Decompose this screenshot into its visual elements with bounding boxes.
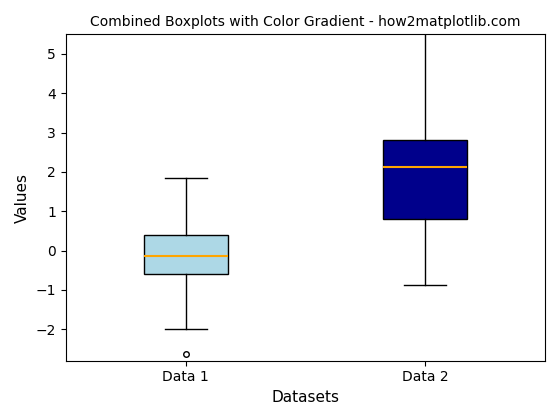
PathPatch shape bbox=[383, 140, 467, 220]
Y-axis label: Values: Values bbox=[15, 173, 30, 223]
X-axis label: Datasets: Datasets bbox=[272, 390, 339, 405]
PathPatch shape bbox=[144, 235, 227, 274]
Title: Combined Boxplots with Color Gradient - how2matplotlib.com: Combined Boxplots with Color Gradient - … bbox=[90, 15, 521, 29]
